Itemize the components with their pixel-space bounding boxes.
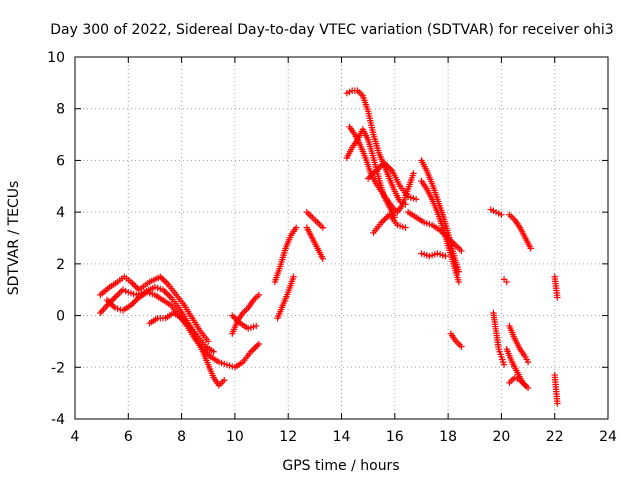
data-point-marker	[290, 273, 297, 280]
y-tick-label: 4	[56, 205, 65, 221]
data-point-marker	[164, 291, 171, 298]
y-tick-label: -4	[51, 412, 65, 428]
series-arc28	[551, 273, 561, 301]
series-arc9	[303, 208, 327, 231]
series-arc15	[370, 211, 409, 237]
series-arc4	[146, 309, 217, 355]
data-point-marker	[554, 294, 561, 301]
series-arc29	[551, 371, 561, 407]
series-arc6	[229, 312, 260, 332]
x-tick-label: 16	[386, 429, 404, 445]
data-point-marker	[129, 300, 136, 307]
data-point-marker	[319, 255, 327, 262]
series-arc25	[506, 322, 532, 366]
data-point-marker	[161, 278, 169, 285]
data-point-marker	[410, 170, 417, 177]
series-arc27	[506, 374, 529, 389]
series-arc22	[506, 211, 534, 252]
x-tick-label: 10	[226, 429, 244, 445]
data-point-marker	[255, 291, 263, 299]
data-point-marker	[166, 292, 173, 300]
data-point-marker	[253, 322, 260, 330]
data-point-marker	[163, 279, 170, 287]
data-point-marker	[381, 216, 388, 223]
data-point-marker	[524, 358, 532, 366]
data-point-marker	[383, 214, 390, 222]
x-tick-label: 14	[333, 429, 351, 445]
y-axis-label: SDTVAR / TECUs	[6, 181, 22, 296]
data-points	[97, 87, 561, 407]
x-tick-label: 6	[124, 429, 133, 445]
data-point-marker	[402, 224, 409, 231]
series-arc14	[364, 159, 420, 203]
series-arc23	[490, 309, 508, 368]
data-point-marker	[319, 224, 327, 231]
data-point-marker	[112, 293, 120, 300]
y-tick-label: -2	[51, 360, 65, 376]
y-tick-label: 10	[47, 50, 65, 66]
x-tick-label: 4	[71, 429, 80, 445]
data-point-marker	[412, 196, 420, 203]
series-arc21	[487, 206, 505, 218]
data-point-marker	[250, 345, 258, 352]
series-arc13	[346, 123, 417, 216]
y-tick-label: 6	[56, 153, 65, 169]
data-point-marker	[205, 338, 212, 345]
data-point-marker	[455, 278, 462, 286]
data-point-marker	[379, 217, 387, 225]
y-tick-label: 2	[56, 257, 65, 273]
data-point-marker	[111, 294, 118, 302]
series-arc2	[97, 273, 212, 345]
data-point-marker	[158, 275, 166, 282]
y-tick-label: 0	[56, 309, 65, 325]
data-point-marker	[500, 361, 508, 368]
data-point-marker	[554, 400, 561, 407]
data-point-marker	[252, 343, 259, 351]
x-tick-label: 24	[599, 429, 617, 445]
data-point-marker	[522, 382, 529, 389]
series-arc24	[500, 276, 510, 286]
series-arc20	[447, 330, 465, 350]
data-point-marker	[498, 211, 505, 218]
data-point-marker	[442, 252, 449, 260]
data-point-marker	[254, 342, 261, 349]
data-point-marker	[130, 298, 138, 306]
data-point-marker	[249, 347, 256, 354]
x-tick-label: 12	[279, 429, 297, 445]
data-point-marker	[129, 280, 136, 287]
series-arc18	[404, 208, 465, 255]
y-tick-label: 8	[56, 102, 65, 118]
data-point-marker	[210, 348, 217, 355]
data-point-marker	[503, 278, 510, 286]
x-tick-label: 20	[492, 429, 510, 445]
series-arc19	[418, 250, 449, 260]
data-point-marker	[527, 245, 534, 252]
data-point-marker	[162, 289, 170, 297]
x-axis-label: GPS time / hours	[282, 458, 399, 474]
x-axis-ticks: 4 6 8 10 12 14 16 18 20 22 24	[71, 57, 617, 445]
data-point-marker	[255, 340, 263, 348]
data-point-marker	[458, 343, 465, 350]
series-arc26	[503, 345, 532, 392]
data-point-marker	[458, 247, 465, 255]
data-point-marker	[292, 224, 300, 231]
data-point-marker	[134, 295, 141, 303]
data-point-marker	[132, 297, 139, 304]
x-tick-label: 22	[546, 429, 564, 445]
data-point-marker	[132, 283, 139, 290]
data-point-marker	[221, 377, 228, 384]
x-tick-label: 18	[439, 429, 457, 445]
chart-title: Day 300 of 2022, Sidereal Day-to-day VTE…	[50, 22, 613, 38]
x-tick-label: 8	[177, 429, 186, 445]
data-point-marker	[130, 281, 138, 289]
series-arc7	[271, 224, 300, 286]
series-arc10	[303, 224, 327, 262]
series-arc8	[274, 273, 297, 322]
y-axis-ticks: -4 -2 0 2 4 6 8 10	[47, 50, 608, 428]
